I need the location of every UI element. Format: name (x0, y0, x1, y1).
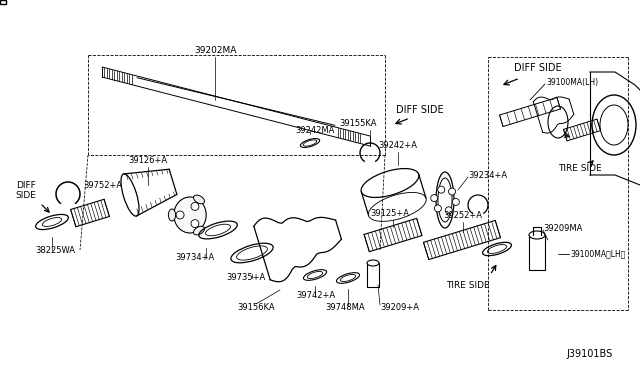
Ellipse shape (193, 226, 205, 235)
Ellipse shape (435, 205, 442, 212)
Text: 39734+A: 39734+A (175, 253, 214, 263)
Ellipse shape (452, 198, 460, 205)
Text: 39234+A: 39234+A (468, 170, 507, 180)
Ellipse shape (445, 207, 452, 214)
Text: DIFF SIDE: DIFF SIDE (396, 105, 444, 115)
Text: 39252+A: 39252+A (444, 211, 483, 220)
Bar (0, 0, 6, 4)
Text: DIFF: DIFF (16, 180, 36, 189)
Text: 39100MA〈LH〉: 39100MA〈LH〉 (570, 250, 625, 259)
Ellipse shape (449, 188, 456, 195)
Text: DIFF SIDE: DIFF SIDE (514, 63, 562, 73)
Ellipse shape (431, 195, 438, 202)
Ellipse shape (168, 209, 175, 221)
Text: 39156KA: 39156KA (237, 304, 275, 312)
Text: 39209MA: 39209MA (543, 224, 582, 232)
Ellipse shape (176, 211, 184, 219)
Text: 39202MA: 39202MA (194, 46, 236, 55)
Text: 39242+A: 39242+A (378, 141, 417, 150)
Text: 39752+A: 39752+A (83, 180, 122, 189)
Text: 39748MA: 39748MA (325, 304, 365, 312)
Ellipse shape (191, 202, 199, 211)
Text: 39242MA: 39242MA (295, 125, 334, 135)
Text: 39100MA(LH): 39100MA(LH) (546, 77, 598, 87)
Ellipse shape (529, 231, 545, 239)
Ellipse shape (367, 260, 379, 266)
Text: 38225WA: 38225WA (35, 246, 75, 254)
Text: 39742+A: 39742+A (296, 291, 335, 299)
Text: 39155KA: 39155KA (339, 119, 377, 128)
Ellipse shape (174, 197, 206, 233)
Ellipse shape (191, 219, 199, 228)
Text: 39735+A: 39735+A (226, 273, 265, 282)
Text: J39101BS: J39101BS (567, 349, 613, 359)
Ellipse shape (438, 186, 445, 193)
Text: TIRE SIDE: TIRE SIDE (558, 164, 602, 173)
Text: TIRE SIDE: TIRE SIDE (446, 280, 490, 289)
Text: 39126+A: 39126+A (129, 156, 168, 165)
Text: 39209+A: 39209+A (380, 304, 419, 312)
Text: 39125+A: 39125+A (371, 209, 410, 218)
Text: SIDE: SIDE (15, 190, 36, 199)
Ellipse shape (193, 195, 205, 204)
